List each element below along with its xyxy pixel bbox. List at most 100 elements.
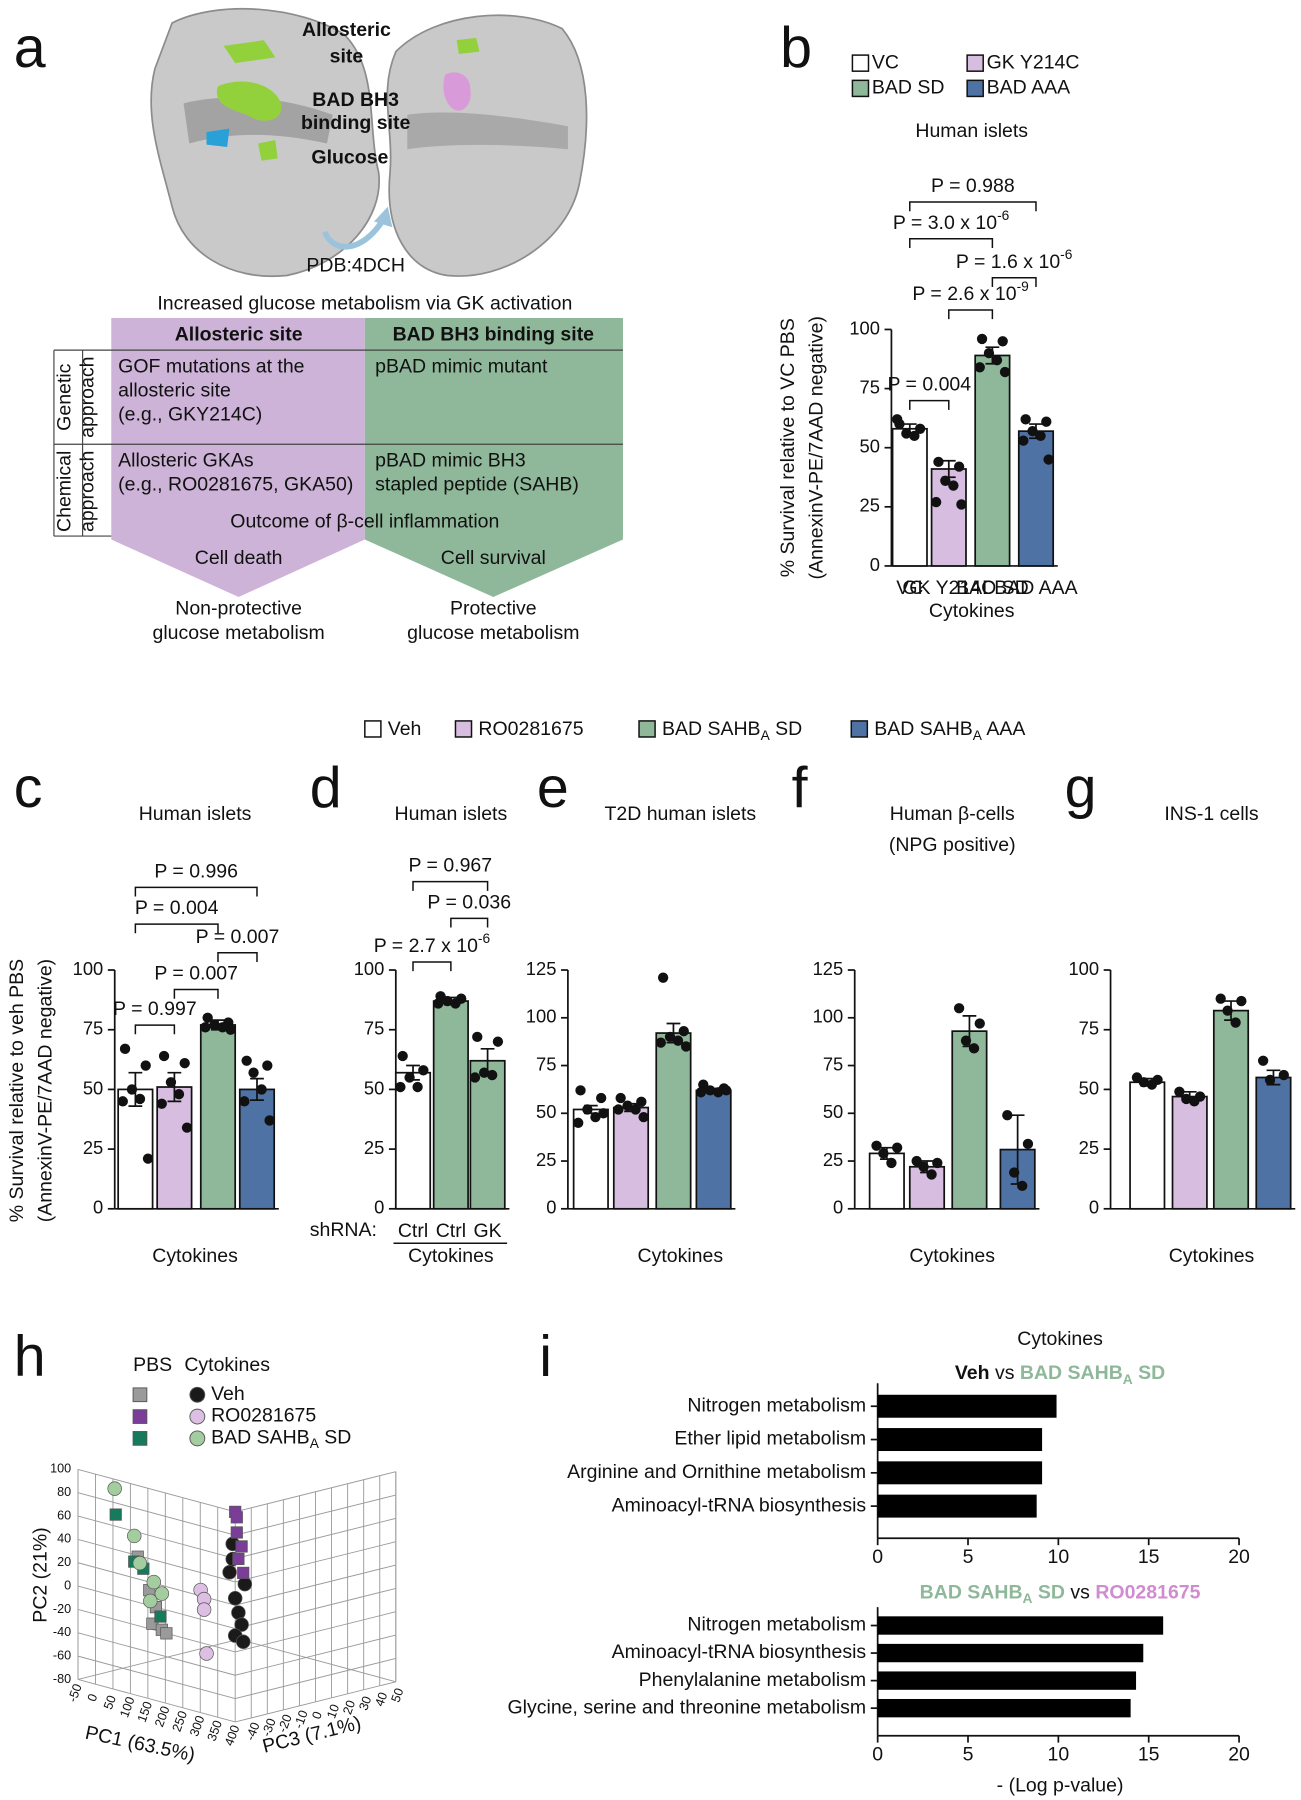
data-point [991, 355, 1003, 366]
data-point [132, 1555, 148, 1571]
data-point [680, 1041, 692, 1052]
row-label: Genetic [54, 363, 76, 430]
data-point [412, 1081, 423, 1093]
table-result: Cell survival [441, 547, 546, 569]
x-tick-label: Ctrl [398, 1220, 428, 1242]
data-point [1230, 1017, 1241, 1028]
p-value-label-part: -6 [1060, 246, 1073, 261]
y-axis-label: % Survival relative to VC PBS [777, 318, 799, 577]
legend-swatch [851, 54, 870, 72]
y-tick-label: 25 [364, 1137, 384, 1158]
chart-subtitle-part: A [1123, 1371, 1133, 1386]
y-tick-label: 25 [823, 1149, 843, 1170]
legend-swatch [966, 79, 984, 98]
data-point [209, 1019, 220, 1031]
y-tick-label: Aminoacyl-tRNA biosynthesis [612, 1641, 867, 1663]
data-point [1017, 1180, 1028, 1192]
legend-label: BAD SAHBA SD [211, 1427, 351, 1451]
chart-subtitle-part: vs [1065, 1582, 1095, 1604]
data-point [196, 1602, 212, 1617]
p-value-label-part: -6 [997, 207, 1010, 222]
data-point [117, 1096, 128, 1107]
z-tick-label: 30 [356, 1694, 374, 1712]
x-tick-label: 200 [152, 1704, 172, 1729]
data-point [156, 1098, 167, 1109]
legend-label-part: A [310, 1436, 320, 1451]
data-point [886, 1157, 897, 1169]
chart-subtitle-part: A [1023, 1591, 1033, 1606]
data-point [469, 1072, 481, 1083]
y-tick-label: 100 [354, 958, 385, 979]
data-point [704, 1085, 716, 1096]
y-tick-label: -20 [53, 1602, 71, 1616]
data-point [1138, 1077, 1149, 1088]
legend-swatch [850, 720, 869, 738]
data-point [590, 1111, 601, 1123]
data-point [878, 1148, 889, 1159]
z-axis-label: PC3 (7.1%) [260, 1712, 363, 1758]
z-tick-label: -30 [259, 1716, 278, 1738]
y-tick-label: 80 [57, 1485, 71, 1499]
p-value-label-part: P = 0.997 [113, 998, 197, 1020]
y-tick-label: 100 [73, 958, 104, 979]
grid-line [77, 1655, 236, 1700]
bar [117, 1088, 154, 1210]
row-label: approach [76, 451, 98, 532]
legend-label-part: BAD SAHB [662, 718, 761, 740]
data-point [1035, 430, 1046, 442]
bar [199, 1024, 237, 1210]
significance-bracket [173, 988, 219, 999]
significance-bracket [134, 886, 258, 897]
data-point [1264, 1074, 1276, 1086]
table-cell: (e.g., GKY214C) [118, 404, 262, 426]
significance-bracket [991, 277, 1037, 287]
data-point [891, 1142, 903, 1153]
data-point [127, 1528, 142, 1544]
data-point [721, 1085, 732, 1096]
data-point [1146, 1079, 1158, 1090]
y-tick-label: 20 [57, 1555, 71, 1569]
data-point [433, 998, 444, 1009]
data-point [202, 1012, 213, 1023]
legend-label-part: BAD SAHB [211, 1427, 310, 1449]
panel-letter: g [1065, 756, 1097, 820]
legend-marker [189, 1386, 206, 1403]
data-point [235, 1634, 251, 1649]
p-value-label: P = 2.6 x 10-9 [912, 279, 1028, 306]
data-point [926, 1169, 937, 1180]
bar [974, 354, 1011, 567]
y-tick-label: 0 [93, 1197, 103, 1218]
data-point [1215, 993, 1226, 1004]
bar [877, 1494, 1037, 1518]
floor-edge [77, 1638, 239, 1680]
legend-label-part: Veh [388, 718, 422, 740]
x-tick-label: VC [896, 577, 923, 599]
legend-marker [132, 1387, 148, 1403]
data-point [492, 1036, 504, 1047]
bar [238, 1088, 276, 1210]
x-tick-label: 300 [187, 1714, 207, 1739]
data-point [140, 1060, 151, 1071]
x-tick-label: 50 [101, 1693, 119, 1711]
structure-label: Allosteric [302, 19, 391, 41]
table-cell: stapled peptide (SAHB) [375, 474, 579, 496]
data-point [450, 998, 461, 1009]
y-tick-label: 100 [813, 1006, 844, 1027]
table-conclusion: glucose metabolism [152, 622, 324, 644]
y-axis-label: % Survival relative to veh PBS [6, 959, 28, 1222]
data-point [154, 1586, 170, 1601]
p-value-label-part: P = 2.7 x 10 [374, 935, 478, 957]
x-tick-label: 350 [205, 1718, 225, 1743]
data-point [678, 1025, 689, 1037]
p-value-label-part: P = 0.988 [931, 175, 1015, 197]
data-point [636, 1096, 647, 1107]
y-axis-label: PC2 (21%) [29, 1527, 51, 1622]
p-value-label: P = 3.0 x 10-6 [893, 207, 1010, 234]
bar [951, 1030, 988, 1210]
data-point [418, 1065, 429, 1076]
p-value-label-part: P = 3.0 x 10 [893, 212, 997, 234]
panel-letter: b [780, 16, 812, 80]
data-point [1278, 1069, 1289, 1081]
data-point [918, 1161, 929, 1172]
legend-label: BAD SD [872, 77, 945, 99]
